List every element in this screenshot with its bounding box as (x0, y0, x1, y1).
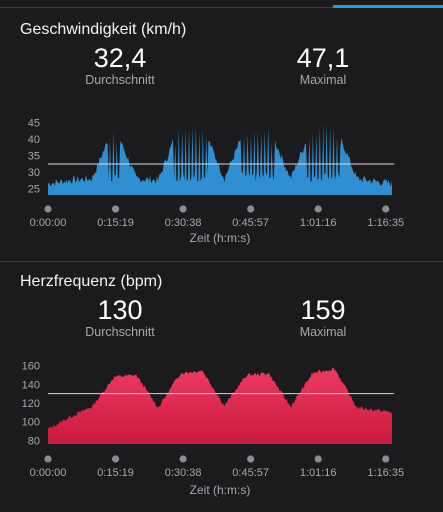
speed-area-series (48, 124, 392, 195)
speed-chart[interactable]: 45 40 35 30 25 0:00:00 0:15:19 0:30:38 0:45:57 1… (0, 0, 443, 262)
speed-x-tick-label: 0:00:00 (30, 217, 67, 229)
heart-x-tick-dot (382, 455, 390, 463)
active-tab-underline (333, 5, 443, 8)
tab-bar-line (0, 7, 443, 8)
heart-average-label: Durchschnitt (85, 325, 155, 339)
heart-y-tick-label: 140 (22, 379, 40, 391)
top-tab-indicator (0, 0, 443, 10)
heart-title: Herzfrequenz (bpm) (20, 273, 163, 290)
heart-max-value: 159 (300, 295, 346, 325)
speed-average-value: 32,4 (93, 43, 147, 73)
speed-x-tick-dot (111, 205, 120, 213)
speed-x-tick-label: 1:16:35 (367, 217, 404, 229)
speed-y-tick-label: 40 (28, 134, 40, 146)
section-divider (0, 261, 443, 262)
speed-section: Geschwindigkeit (km/h) 32,4 Durchschnitt… (0, 0, 443, 262)
speed-title: Geschwindigkeit (km/h) (20, 21, 187, 38)
speed-x-tick-label: 0:15:19 (97, 217, 134, 229)
speed-y-tick-label: 45 (28, 118, 40, 130)
heart-x-tick-label: 0:45:57 (232, 467, 269, 479)
speed-x-tick-label: 1:01:16 (300, 217, 337, 229)
speed-max-stat: 47,1 Maximal (263, 44, 383, 87)
heart-y-tick-label: 120 (22, 398, 40, 410)
heart-max-stat: 159 Maximal (263, 296, 383, 339)
heart-x-tick-dot (111, 455, 120, 463)
heart-x-axis-label: Zeit (h:m:s) (190, 483, 251, 497)
heart-x-tick-label: 1:16:35 (367, 467, 404, 479)
heart-x-tick-dot (247, 455, 255, 463)
speed-x-tick-dot (247, 205, 255, 213)
heart-x-tick-label: 1:01:16 (300, 467, 337, 479)
speed-average-label: Durchschnitt (85, 73, 155, 87)
heart-average-value: 130 (97, 295, 143, 325)
speed-x-tick-dot (179, 205, 187, 213)
heart-max-label: Maximal (299, 325, 347, 339)
heart-x-tick-dot (179, 455, 187, 463)
heart-y-tick-label: 100 (22, 417, 40, 429)
heart-average-stat: 130 Durchschnitt (60, 296, 180, 339)
speed-average-stat: 32,4 Durchschnitt (60, 44, 180, 87)
heart-x-tick-dot (314, 455, 322, 463)
speed-x-tick-dot (314, 205, 322, 213)
speed-x-tick-dot (44, 205, 52, 213)
heart-x-tick-dot (44, 455, 52, 463)
speed-max-label: Maximal (299, 73, 347, 87)
speed-x-tick-label: 0:30:38 (165, 217, 202, 229)
heart-area-series (48, 367, 392, 444)
heart-y-tick-label: 160 (22, 361, 40, 373)
speed-y-tick-label: 30 (28, 167, 40, 179)
speed-y-tick-label: 35 (28, 151, 40, 163)
speed-max-value: 47,1 (296, 43, 350, 73)
heart-x-tick-label: 0:15:19 (97, 467, 134, 479)
heart-chart[interactable]: 160 140 120 100 80 0:00:00 0:15:19 0:30:38 0:45… (0, 262, 443, 512)
heart-x-tick-label: 0:00:00 (30, 467, 67, 479)
speed-x-tick-label: 0:45:57 (232, 217, 269, 229)
speed-x-tick-dot (382, 205, 390, 213)
heart-section: Herzfrequenz (bpm) 130 Durchschnitt 159 … (0, 262, 443, 512)
speed-x-axis-label: Zeit (h:m:s) (190, 231, 251, 245)
heart-x-tick-label: 0:30:38 (165, 467, 202, 479)
heart-y-tick-label: 80 (28, 435, 40, 447)
speed-y-tick-label: 25 (28, 183, 40, 195)
